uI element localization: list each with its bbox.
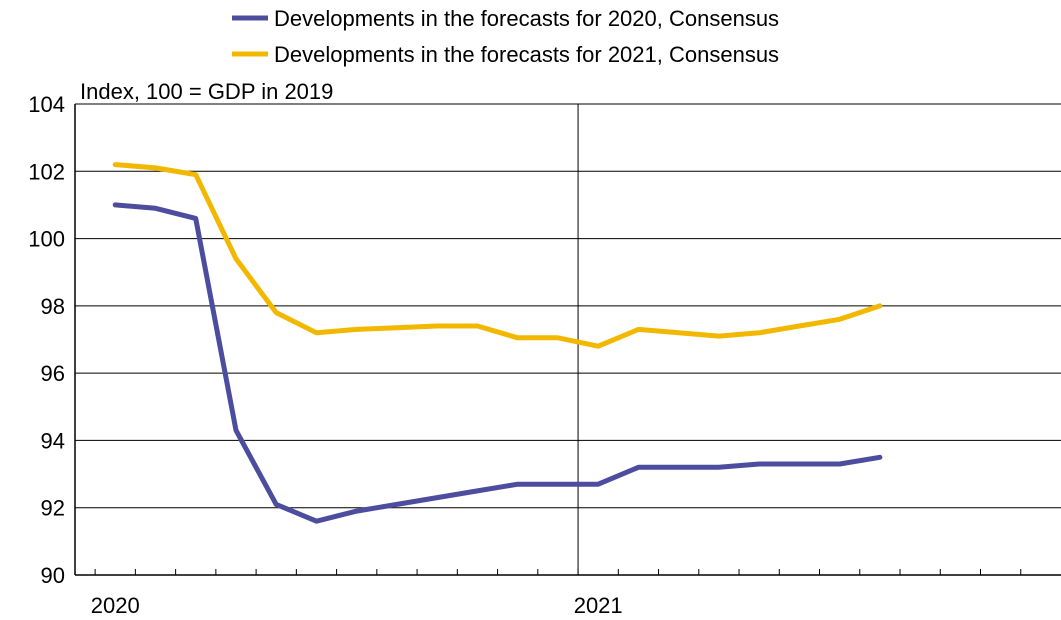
x-tick-label-2020: 2020 bbox=[91, 593, 140, 618]
legend-label-2021: Developments in the forecasts for 2021, … bbox=[274, 42, 779, 67]
series-lines bbox=[112, 162, 883, 524]
y-tick-label-102: 102 bbox=[28, 159, 65, 184]
x-tick-labels: 2020 2021 bbox=[91, 593, 623, 618]
axes bbox=[74, 104, 1061, 576]
y-tick-label-94: 94 bbox=[41, 428, 65, 453]
legend-label-2020: Developments in the forecasts for 2020, … bbox=[274, 6, 779, 31]
y-tick-label-90: 90 bbox=[41, 563, 65, 588]
y-tick-label-100: 100 bbox=[28, 227, 65, 252]
y-tick-label-104: 104 bbox=[28, 92, 65, 117]
series-line-0 bbox=[112, 202, 883, 524]
y-tick-label-98: 98 bbox=[41, 294, 65, 319]
series-line-1 bbox=[112, 162, 883, 349]
y-tick-labels: 90 92 94 96 98 100 102 104 bbox=[28, 92, 65, 588]
y-tick-label-96: 96 bbox=[41, 361, 65, 386]
y-tick-label-92: 92 bbox=[41, 496, 65, 521]
y-axis-unit-label: Index, 100 = GDP in 2019 bbox=[80, 79, 333, 104]
legend: Developments in the forecasts for 2020, … bbox=[232, 6, 779, 67]
x-tick-label-2021: 2021 bbox=[574, 593, 623, 618]
